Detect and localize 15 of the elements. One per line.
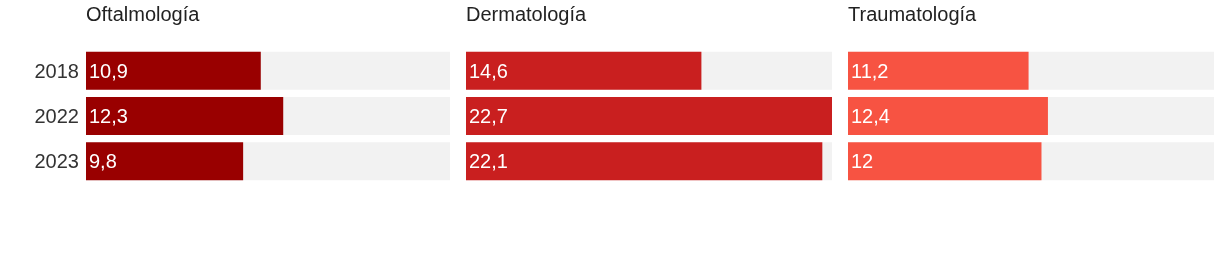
y-tick-label: 2023 <box>34 150 79 173</box>
data-label: 9,8 <box>89 150 117 173</box>
data-label: 22,7 <box>469 105 508 127</box>
chart-title: Dermatología <box>466 3 587 25</box>
data-label: 10,9 <box>89 59 128 82</box>
data-label: 22,1 <box>469 150 508 173</box>
y-tick-label: 2022 <box>34 105 79 127</box>
data-label: 11,2 <box>851 59 889 82</box>
y-tick-label: 2018 <box>34 59 79 82</box>
data-label: 14,6 <box>469 59 508 82</box>
data-label: 12,3 <box>89 105 128 127</box>
data-label: 12,4 <box>851 105 890 127</box>
chart-title: Traumatología <box>848 3 978 25</box>
chart-title: Oftalmología <box>86 3 201 25</box>
data-label: 12 <box>851 150 874 173</box>
